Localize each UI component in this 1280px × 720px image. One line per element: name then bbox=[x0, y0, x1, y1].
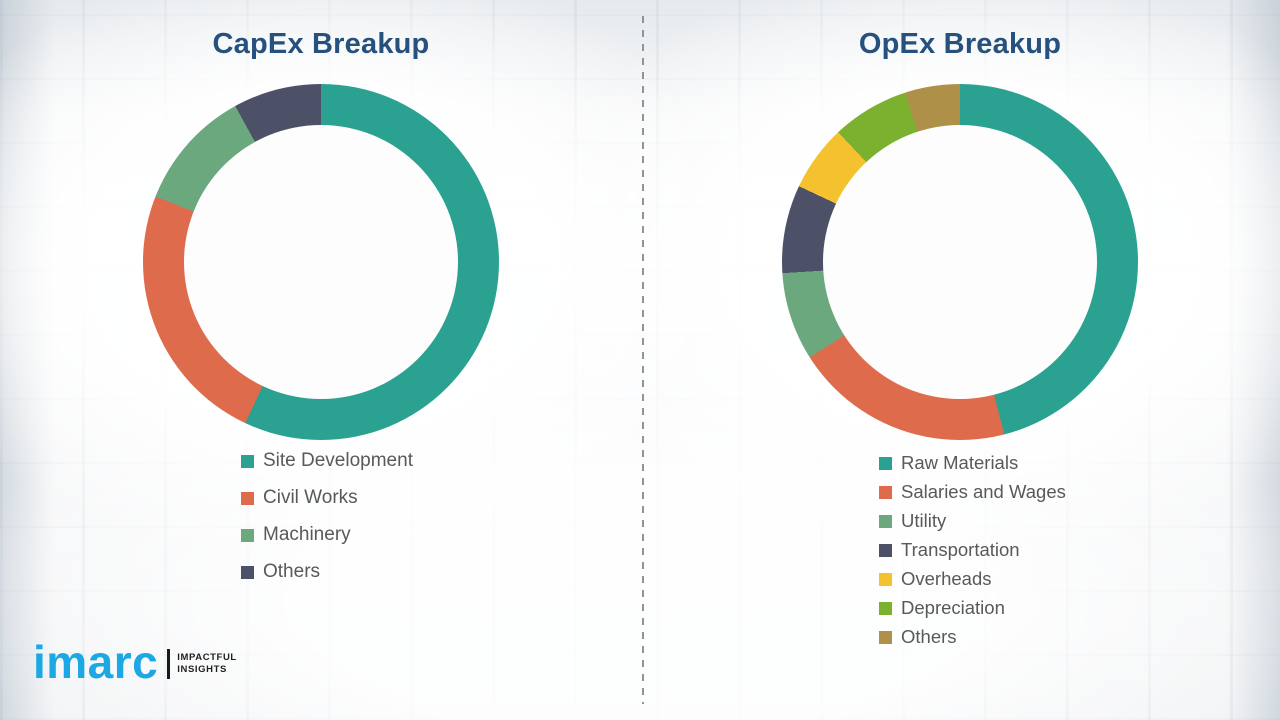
legend-swatch bbox=[879, 630, 892, 644]
legend-label: Salaries and Wages bbox=[901, 481, 1066, 502]
legend-item: Others bbox=[241, 561, 413, 583]
legend-label: Overheads bbox=[901, 568, 992, 589]
legend-swatch bbox=[879, 514, 892, 528]
imarc-tagline-line2: INSIGHTS bbox=[177, 664, 227, 675]
opex-legend: Raw Materials Salaries and Wages Utility Tr… bbox=[879, 452, 1066, 655]
legend-item: Others bbox=[879, 626, 1066, 648]
imarc-tagline: IMPACTFUL INSIGHTS bbox=[177, 652, 237, 676]
opex-donut-chart bbox=[782, 84, 1138, 440]
legend-label: Others bbox=[901, 626, 957, 647]
legend-swatch bbox=[879, 543, 892, 557]
legend-swatch bbox=[241, 528, 254, 542]
opex-chart-title: OpEx Breakup bbox=[858, 28, 1062, 60]
legend-label: Others bbox=[263, 561, 321, 582]
imarc-tagline-line1: IMPACTFUL bbox=[177, 652, 237, 663]
legend-swatch bbox=[879, 601, 892, 615]
legend-swatch bbox=[241, 491, 254, 505]
legend-swatch bbox=[879, 572, 892, 586]
legend-item: Site Development bbox=[241, 450, 413, 472]
legend-label: Transportation bbox=[901, 539, 1020, 560]
vertical-dashed-divider bbox=[642, 16, 644, 704]
legend-item: Overheads bbox=[879, 568, 1066, 590]
capex-chart-title: CapEx Breakup bbox=[212, 28, 430, 60]
logo-divider-bar bbox=[167, 649, 171, 679]
imarc-brand-text: imarc bbox=[33, 636, 159, 688]
legend-label: Civil Works bbox=[263, 487, 358, 508]
legend-label: Site Development bbox=[263, 450, 413, 471]
legend-swatch bbox=[879, 456, 892, 470]
legend-label: Utility bbox=[901, 510, 947, 531]
capex-legend: Site Development Civil Works Machinery Othe… bbox=[241, 450, 413, 598]
legend-swatch bbox=[879, 485, 892, 499]
legend-item: Utility bbox=[879, 510, 1066, 532]
legend-label: Depreciation bbox=[901, 597, 1005, 618]
legend-item: Depreciation bbox=[879, 597, 1066, 619]
capex-donut-chart bbox=[143, 84, 499, 440]
legend-item: Civil Works bbox=[241, 487, 413, 509]
legend-label: Raw Materials bbox=[901, 452, 1019, 473]
legend-item: Machinery bbox=[241, 524, 413, 546]
legend-swatch bbox=[241, 565, 254, 579]
legend-item: Transportation bbox=[879, 539, 1066, 561]
legend-item: Salaries and Wages bbox=[879, 481, 1066, 503]
legend-label: Machinery bbox=[263, 524, 351, 545]
imarc-logo: imarc IMPACTFUL INSIGHTS bbox=[33, 636, 237, 688]
legend-item: Raw Materials bbox=[879, 452, 1066, 474]
legend-swatch bbox=[241, 454, 254, 468]
